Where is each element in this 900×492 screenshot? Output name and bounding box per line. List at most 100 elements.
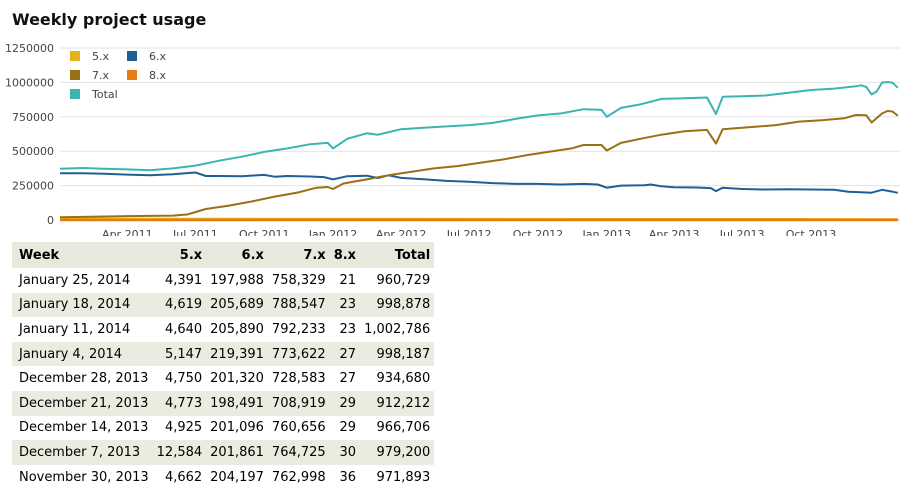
legend-label: 7.x — [92, 69, 109, 82]
x-tick-label: Jan 2013 — [582, 228, 631, 236]
cell-5x: 4,750 — [164, 371, 203, 387]
x-tick-label: Oct 2013 — [786, 228, 837, 236]
x-tick-label: Jul 2011 — [172, 228, 218, 236]
cell-8x: 36 — [339, 469, 357, 485]
table-row: December 21, 2013 4,773 198,491 708,919 29 91… — [12, 390, 435, 416]
y-tick-label: 750000 — [12, 111, 54, 124]
cell-total: 998,187 — [360, 341, 435, 367]
cell-6x: 201,320 — [210, 371, 264, 387]
col-header-week: Week — [12, 242, 153, 268]
x-tick-label: Jan 2012 — [308, 228, 357, 236]
cell-7x: 792,233 — [271, 321, 326, 337]
cell-6x: 198,491 — [206, 390, 268, 416]
x-tick-label: Oct 2012 — [513, 228, 564, 236]
x-tick-label: Apr 2013 — [649, 228, 700, 236]
y-tick-label: 1250000 — [5, 42, 54, 55]
legend-swatch — [70, 89, 80, 99]
cell-week: December 28, 2013 — [19, 371, 149, 387]
col-header-total: Total — [360, 242, 435, 268]
col-header-7x: 7.x — [267, 242, 330, 268]
cell-7x: 708,919 — [267, 390, 330, 416]
cell-8x: 30 — [329, 440, 361, 465]
cell-7x: 728,583 — [271, 371, 326, 387]
legend-swatch — [70, 51, 80, 61]
cell-week: December 14, 2013 — [19, 420, 149, 436]
usage-table: Week 5.x 6.x 7.x 8.x Total January 25, 2… — [12, 242, 435, 490]
cell-total: 998,878 — [360, 292, 435, 318]
cell-5x: 5,147 — [152, 341, 207, 367]
x-tick-label: Oct 2011 — [239, 228, 290, 236]
cell-8x: 23 — [329, 292, 361, 318]
x-tick-label: Jul 2013 — [719, 228, 765, 236]
cell-7x: 760,656 — [271, 420, 326, 436]
table-row: December 14, 2013 4,925 201,096 760,656 29 96… — [12, 416, 434, 441]
cell-7x: 762,998 — [271, 469, 326, 485]
legend-swatch — [127, 70, 137, 80]
x-tick-label: Jul 2012 — [446, 228, 492, 236]
legend-swatch — [127, 51, 137, 61]
x-tick-label: Apr 2012 — [376, 228, 427, 236]
cell-8x: 29 — [329, 390, 361, 416]
cell-7x: 764,725 — [267, 440, 330, 465]
col-header-6x: 6.x — [206, 242, 268, 268]
series-line-Total — [59, 81, 899, 172]
cell-week: January 18, 2014 — [12, 292, 153, 318]
legend-label: 5.x — [92, 50, 109, 63]
cell-total: 912,212 — [360, 390, 435, 416]
cell-8x: 21 — [339, 272, 357, 288]
cell-8x: 27 — [339, 371, 357, 387]
cell-week: December 7, 2013 — [12, 440, 153, 465]
cell-5x: 4,773 — [152, 390, 207, 416]
cell-total: 979,200 — [360, 440, 435, 465]
cell-6x: 201,096 — [210, 420, 264, 436]
cell-8x: 27 — [329, 341, 361, 367]
table-row: November 30, 2013 4,662 204,197 762,998 36 97… — [12, 465, 434, 490]
x-tick-label: Apr 2011 — [102, 228, 153, 236]
table-row: January 11, 2014 4,640 205,890 792,233 23 1,0… — [12, 317, 434, 342]
cell-week: November 30, 2013 — [19, 469, 149, 485]
table-header-row: Week 5.x 6.x 7.x 8.x Total — [12, 242, 435, 268]
cell-6x: 201,861 — [206, 440, 268, 465]
cell-week: January 25, 2014 — [19, 272, 131, 288]
legend-label: 8.x — [149, 69, 166, 82]
cell-5x: 4,925 — [164, 420, 203, 436]
usage-line-chart: 0 250000 500000 750000 1000000 1250000 Apr 201… — [5, 42, 900, 236]
page-title: Weekly project usage — [12, 10, 207, 29]
cell-week: January 4, 2014 — [12, 341, 153, 367]
cell-6x: 219,391 — [206, 341, 268, 367]
cell-total: 966,706 — [376, 420, 431, 436]
table-body: January 25, 2014 4,391 197,988 758,329 21 960… — [12, 268, 435, 490]
cell-week: January 11, 2014 — [19, 321, 131, 337]
cell-5x: 4,619 — [152, 292, 207, 318]
legend-label: 6.x — [149, 50, 166, 63]
y-tick-label: 500000 — [12, 145, 54, 158]
cell-8x: 29 — [339, 420, 357, 436]
series-line-6x — [60, 171, 899, 194]
legend-label: Total — [91, 88, 118, 101]
cell-8x: 23 — [339, 321, 357, 337]
cell-6x: 204,197 — [210, 469, 264, 485]
cell-total: 971,893 — [376, 469, 431, 485]
cell-total: 1,002,786 — [364, 321, 431, 337]
cell-5x: 12,584 — [152, 440, 207, 465]
cell-5x: 4,640 — [164, 321, 203, 337]
y-tick-label: 250000 — [12, 180, 54, 193]
cell-6x: 205,890 — [210, 321, 264, 337]
table-row: January 25, 2014 4,391 197,988 758,329 21 960… — [12, 268, 434, 293]
table-row: December 28, 2013 4,750 201,320 728,583 27 93… — [12, 366, 434, 391]
table-row: January 18, 2014 4,619 205,689 788,547 23 998… — [12, 292, 435, 318]
cell-5x: 4,662 — [164, 469, 203, 485]
table-row: January 4, 2014 5,147 219,391 773,622 27 998,… — [12, 341, 435, 367]
cell-total: 960,729 — [376, 272, 431, 288]
cell-6x: 197,988 — [210, 272, 264, 288]
cell-7x: 788,547 — [267, 292, 330, 318]
cell-7x: 758,329 — [271, 272, 326, 288]
legend-swatch — [70, 70, 80, 80]
y-tick-label: 1000000 — [5, 76, 54, 89]
cell-5x: 4,391 — [164, 272, 203, 288]
col-header-5x: 5.x — [152, 242, 207, 268]
cell-6x: 205,689 — [206, 292, 268, 318]
table-row: December 7, 2013 12,584 201,861 764,725 30 97… — [12, 440, 435, 465]
cell-total: 934,680 — [376, 371, 431, 387]
cell-7x: 773,622 — [267, 341, 330, 367]
